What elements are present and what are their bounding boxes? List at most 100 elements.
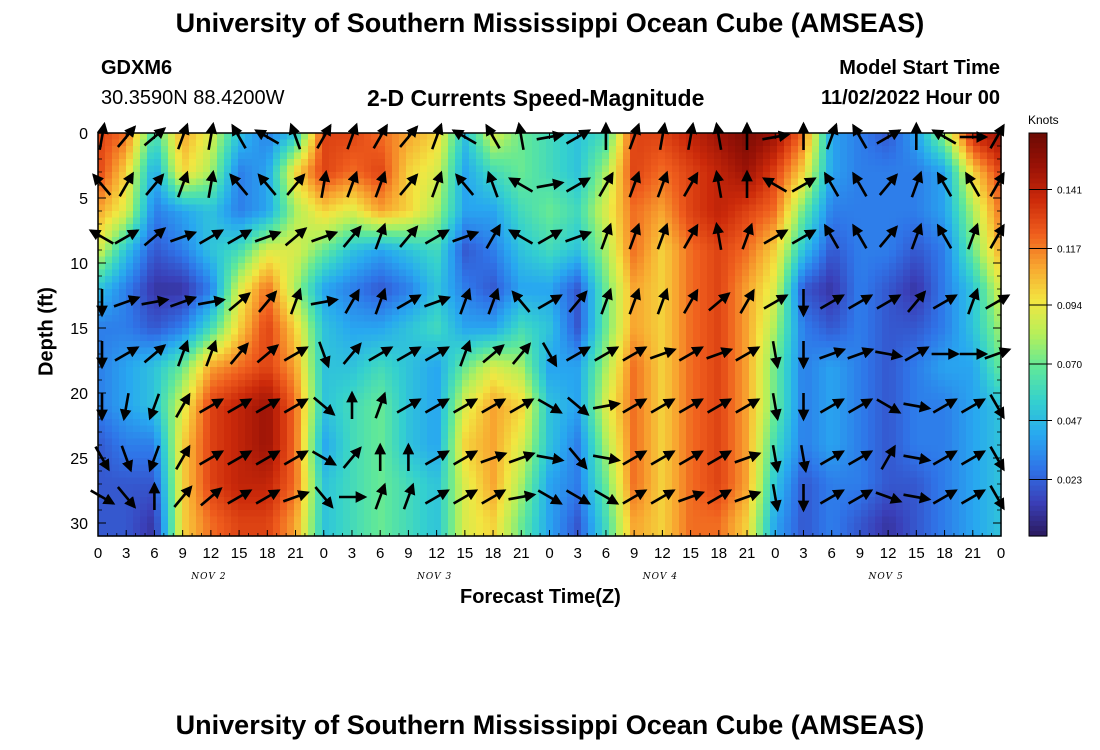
heatmap-cell (196, 341, 204, 349)
heatmap-cell (931, 178, 939, 186)
heatmap-cell (728, 159, 736, 167)
heatmap-cell (469, 165, 477, 173)
heatmap-cell (280, 282, 288, 290)
heatmap-cell (308, 224, 316, 232)
heatmap-cell (763, 282, 771, 290)
heatmap-cell (581, 334, 589, 342)
heatmap-cell (189, 360, 197, 368)
heatmap-cell (392, 295, 400, 303)
heatmap-cell (154, 373, 162, 381)
heatmap-cell (231, 250, 239, 258)
heatmap-cell (112, 282, 120, 290)
heatmap-cell (154, 211, 162, 219)
heatmap-cell (385, 178, 393, 186)
heatmap-cell (952, 146, 960, 154)
heatmap-cell (700, 178, 708, 186)
heatmap-cell (224, 315, 232, 323)
heatmap-cell (126, 224, 134, 232)
heatmap-cell (672, 178, 680, 186)
heatmap-cell (721, 308, 729, 316)
heatmap-cell (861, 256, 869, 264)
heatmap-cell (672, 276, 680, 284)
heatmap-cell (532, 321, 540, 329)
heatmap-cell (994, 276, 1002, 284)
heatmap-cell (581, 373, 589, 381)
heatmap-cell (658, 198, 666, 206)
heatmap-cell (308, 282, 316, 290)
heatmap-cell (742, 360, 750, 368)
heatmap-cell (693, 341, 701, 349)
heatmap-cell (623, 146, 631, 154)
heatmap-cell (329, 334, 337, 342)
heatmap-cell (154, 308, 162, 316)
heatmap-cell (497, 302, 505, 310)
heatmap-cell (707, 217, 715, 225)
heatmap-cell (497, 282, 505, 290)
heatmap-cell (476, 152, 484, 160)
heatmap-cell (350, 367, 358, 375)
heatmap-cell (896, 334, 904, 342)
heatmap-cell (875, 133, 883, 141)
heatmap-cell (567, 334, 575, 342)
heatmap-cell (385, 133, 393, 141)
heatmap-cell (644, 204, 652, 212)
heatmap-cell (448, 178, 456, 186)
heatmap-cell (224, 172, 232, 180)
heatmap-cell (217, 250, 225, 258)
heatmap-cell (301, 269, 309, 277)
heatmap-cell (504, 256, 512, 264)
heatmap-cell (665, 204, 673, 212)
heatmap-cell (553, 380, 561, 388)
heatmap-cell (175, 282, 183, 290)
heatmap-cell (294, 165, 302, 173)
heatmap-cell (763, 263, 771, 271)
heatmap-cell (945, 308, 953, 316)
heatmap-cell (511, 172, 519, 180)
heatmap-cell (679, 146, 687, 154)
heatmap-cell (784, 191, 792, 199)
heatmap-cell (938, 302, 946, 310)
heatmap-cell (805, 295, 813, 303)
heatmap-cell (385, 354, 393, 362)
heatmap-cell (707, 302, 715, 310)
heatmap-cell (273, 354, 281, 362)
heatmap-cell (357, 133, 365, 141)
heatmap-cell (651, 217, 659, 225)
heatmap-cell (448, 341, 456, 349)
heatmap-cell (252, 289, 260, 297)
heatmap-cell (252, 373, 260, 381)
heatmap-cell (882, 367, 890, 375)
heatmap-cell (889, 139, 897, 147)
heatmap-cell (266, 380, 274, 388)
heatmap-cell (889, 217, 897, 225)
heatmap-cell (413, 360, 421, 368)
heatmap-cell (161, 269, 169, 277)
heatmap-cell (378, 256, 386, 264)
heatmap-cell (833, 302, 841, 310)
heatmap-cell (868, 256, 876, 264)
heatmap-cell (525, 178, 533, 186)
heatmap-cell (217, 328, 225, 336)
heatmap-cell (224, 250, 232, 258)
heatmap-cell (882, 217, 890, 225)
heatmap-cell (140, 165, 148, 173)
heatmap-cell (154, 204, 162, 212)
heatmap-cell (665, 360, 673, 368)
heatmap-cell (294, 334, 302, 342)
heatmap-cell (252, 367, 260, 375)
heatmap-cell (945, 152, 953, 160)
heatmap-cell (357, 256, 365, 264)
heatmap-cell (497, 308, 505, 316)
heatmap-cell (105, 159, 113, 167)
heatmap-cell (728, 146, 736, 154)
heatmap-cell (385, 380, 393, 388)
heatmap-cell (448, 133, 456, 141)
heatmap-cell (812, 152, 820, 160)
heatmap-cell (686, 289, 694, 297)
heatmap-cell (875, 204, 883, 212)
heatmap-cell (392, 250, 400, 258)
heatmap-cell (455, 367, 463, 375)
heatmap-cell (392, 217, 400, 225)
heatmap-cell (252, 354, 260, 362)
heatmap-cell (672, 191, 680, 199)
